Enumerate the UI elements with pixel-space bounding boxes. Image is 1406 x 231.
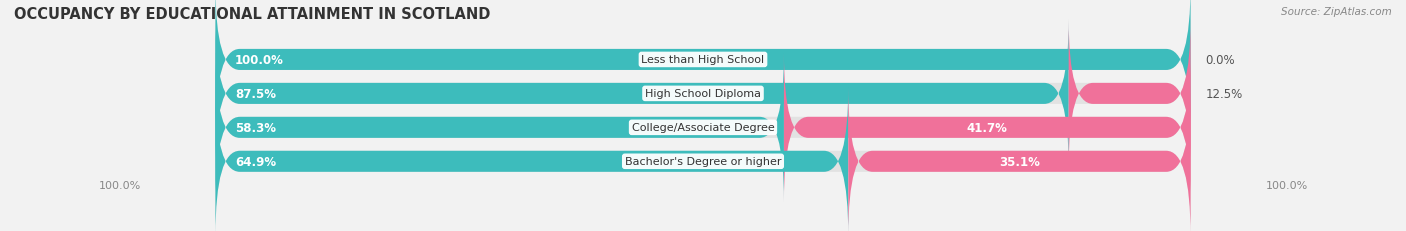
FancyBboxPatch shape <box>215 54 785 202</box>
Text: 0.0%: 0.0% <box>1205 54 1234 67</box>
FancyBboxPatch shape <box>215 0 1191 134</box>
FancyBboxPatch shape <box>215 88 848 231</box>
FancyBboxPatch shape <box>215 88 1191 231</box>
Text: 87.5%: 87.5% <box>235 88 276 100</box>
Text: College/Associate Degree: College/Associate Degree <box>631 123 775 133</box>
Text: 35.1%: 35.1% <box>1000 155 1040 168</box>
FancyBboxPatch shape <box>215 54 1191 202</box>
Text: 12.5%: 12.5% <box>1205 88 1243 100</box>
Text: 58.3%: 58.3% <box>235 121 276 134</box>
Text: Source: ZipAtlas.com: Source: ZipAtlas.com <box>1281 7 1392 17</box>
Text: 100.0%: 100.0% <box>98 180 141 190</box>
Text: Bachelor's Degree or higher: Bachelor's Degree or higher <box>624 157 782 167</box>
Text: 100.0%: 100.0% <box>235 54 284 67</box>
Text: OCCUPANCY BY EDUCATIONAL ATTAINMENT IN SCOTLAND: OCCUPANCY BY EDUCATIONAL ATTAINMENT IN S… <box>14 7 491 22</box>
FancyBboxPatch shape <box>785 54 1191 202</box>
Text: 64.9%: 64.9% <box>235 155 276 168</box>
Text: 100.0%: 100.0% <box>1265 180 1308 190</box>
FancyBboxPatch shape <box>215 20 1191 168</box>
FancyBboxPatch shape <box>848 88 1191 231</box>
FancyBboxPatch shape <box>1069 20 1191 168</box>
FancyBboxPatch shape <box>215 0 1191 134</box>
Text: 41.7%: 41.7% <box>967 121 1008 134</box>
FancyBboxPatch shape <box>215 20 1069 168</box>
Text: High School Diploma: High School Diploma <box>645 89 761 99</box>
Text: Less than High School: Less than High School <box>641 55 765 65</box>
